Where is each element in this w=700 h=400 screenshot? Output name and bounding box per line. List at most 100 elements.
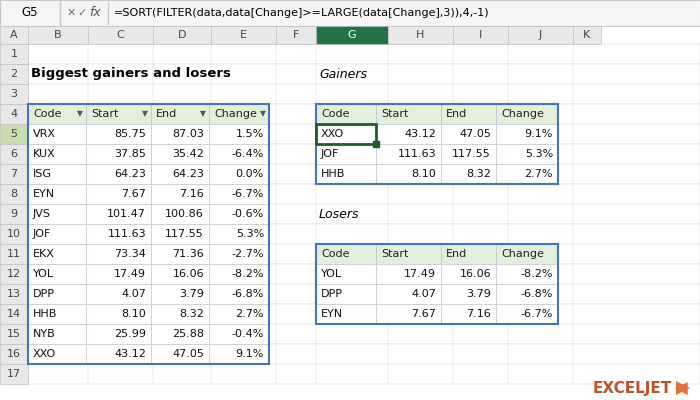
Bar bbox=[496, 264, 558, 284]
Text: 3: 3 bbox=[10, 89, 18, 99]
Text: ✕: ✕ bbox=[66, 8, 76, 18]
Bar bbox=[28, 304, 86, 324]
Text: 9.1%: 9.1% bbox=[524, 129, 553, 139]
Text: ▼: ▼ bbox=[142, 110, 148, 118]
Bar bbox=[28, 44, 700, 64]
Bar bbox=[316, 264, 376, 284]
Bar bbox=[86, 184, 151, 204]
Bar bbox=[316, 124, 376, 144]
Text: E: E bbox=[240, 30, 247, 40]
Bar bbox=[316, 164, 376, 184]
Bar bbox=[151, 224, 209, 244]
Bar bbox=[376, 304, 441, 324]
Text: 64.23: 64.23 bbox=[172, 169, 204, 179]
Text: I: I bbox=[479, 30, 482, 40]
Bar bbox=[0, 344, 28, 364]
Bar bbox=[209, 224, 269, 244]
Text: VRX: VRX bbox=[33, 129, 56, 139]
Bar bbox=[86, 164, 151, 184]
Bar bbox=[0, 64, 28, 84]
Text: NYB: NYB bbox=[33, 329, 56, 339]
Bar bbox=[441, 144, 496, 164]
Text: 71.36: 71.36 bbox=[172, 249, 204, 259]
Text: 16.06: 16.06 bbox=[172, 269, 204, 279]
Text: ▼: ▼ bbox=[260, 110, 266, 118]
Text: EYN: EYN bbox=[321, 309, 343, 319]
Bar bbox=[151, 264, 209, 284]
Text: 25.88: 25.88 bbox=[172, 329, 204, 339]
Bar bbox=[496, 144, 558, 164]
Text: Code: Code bbox=[321, 249, 349, 259]
Text: End: End bbox=[446, 249, 468, 259]
Text: 87.03: 87.03 bbox=[172, 129, 204, 139]
Text: 8: 8 bbox=[10, 189, 18, 199]
Text: H: H bbox=[416, 30, 425, 40]
Text: 17.49: 17.49 bbox=[114, 269, 146, 279]
Text: EXCELJET: EXCELJET bbox=[593, 380, 672, 396]
Bar bbox=[86, 144, 151, 164]
Bar bbox=[0, 204, 28, 224]
Bar bbox=[151, 244, 209, 264]
Text: YOL: YOL bbox=[33, 269, 54, 279]
Bar bbox=[28, 244, 86, 264]
Text: 47.05: 47.05 bbox=[459, 129, 491, 139]
Bar bbox=[28, 264, 700, 284]
Bar bbox=[441, 304, 496, 324]
Bar bbox=[86, 304, 151, 324]
Text: ▼: ▼ bbox=[200, 110, 206, 118]
Bar bbox=[28, 26, 88, 44]
Text: 13: 13 bbox=[7, 289, 21, 299]
Bar bbox=[0, 164, 28, 184]
Bar bbox=[388, 26, 453, 44]
Text: 111.63: 111.63 bbox=[107, 229, 146, 239]
Bar bbox=[0, 84, 28, 104]
Bar bbox=[508, 26, 573, 44]
Text: 5.3%: 5.3% bbox=[236, 229, 264, 239]
Bar bbox=[28, 184, 700, 204]
Bar bbox=[28, 344, 86, 364]
Bar bbox=[209, 344, 269, 364]
Bar bbox=[28, 104, 269, 364]
Text: 37.85: 37.85 bbox=[114, 149, 146, 159]
Text: 9: 9 bbox=[10, 209, 18, 219]
Bar bbox=[316, 244, 558, 324]
Bar bbox=[209, 264, 269, 284]
Bar bbox=[441, 244, 496, 264]
Text: -6.8%: -6.8% bbox=[521, 289, 553, 299]
Text: Code: Code bbox=[33, 109, 62, 119]
Bar bbox=[28, 124, 86, 144]
Text: J: J bbox=[539, 30, 542, 40]
Bar bbox=[0, 124, 28, 144]
Bar bbox=[28, 84, 700, 104]
Text: EYN: EYN bbox=[33, 189, 55, 199]
Text: -0.4%: -0.4% bbox=[232, 329, 264, 339]
Bar bbox=[0, 26, 28, 44]
Text: C: C bbox=[117, 30, 125, 40]
Text: -6.8%: -6.8% bbox=[232, 289, 264, 299]
Bar bbox=[28, 264, 86, 284]
Text: 5.3%: 5.3% bbox=[525, 149, 553, 159]
Bar bbox=[151, 324, 209, 344]
Bar bbox=[86, 104, 151, 124]
Bar bbox=[0, 44, 28, 64]
Bar bbox=[573, 26, 601, 44]
Bar bbox=[151, 284, 209, 304]
Text: 7.16: 7.16 bbox=[466, 309, 491, 319]
Text: 101.47: 101.47 bbox=[107, 209, 146, 219]
Bar bbox=[151, 144, 209, 164]
Text: 10: 10 bbox=[7, 229, 21, 239]
Bar bbox=[0, 324, 28, 344]
Bar bbox=[28, 164, 700, 184]
Bar bbox=[316, 124, 376, 144]
Text: 6: 6 bbox=[10, 149, 18, 159]
Bar bbox=[28, 224, 86, 244]
Bar bbox=[441, 264, 496, 284]
Text: -8.2%: -8.2% bbox=[521, 269, 553, 279]
Bar bbox=[496, 164, 558, 184]
Text: ▼: ▼ bbox=[77, 110, 83, 118]
Bar bbox=[0, 224, 28, 244]
Bar bbox=[28, 324, 700, 344]
Bar bbox=[28, 204, 700, 224]
Bar bbox=[376, 284, 441, 304]
Bar bbox=[0, 104, 28, 124]
